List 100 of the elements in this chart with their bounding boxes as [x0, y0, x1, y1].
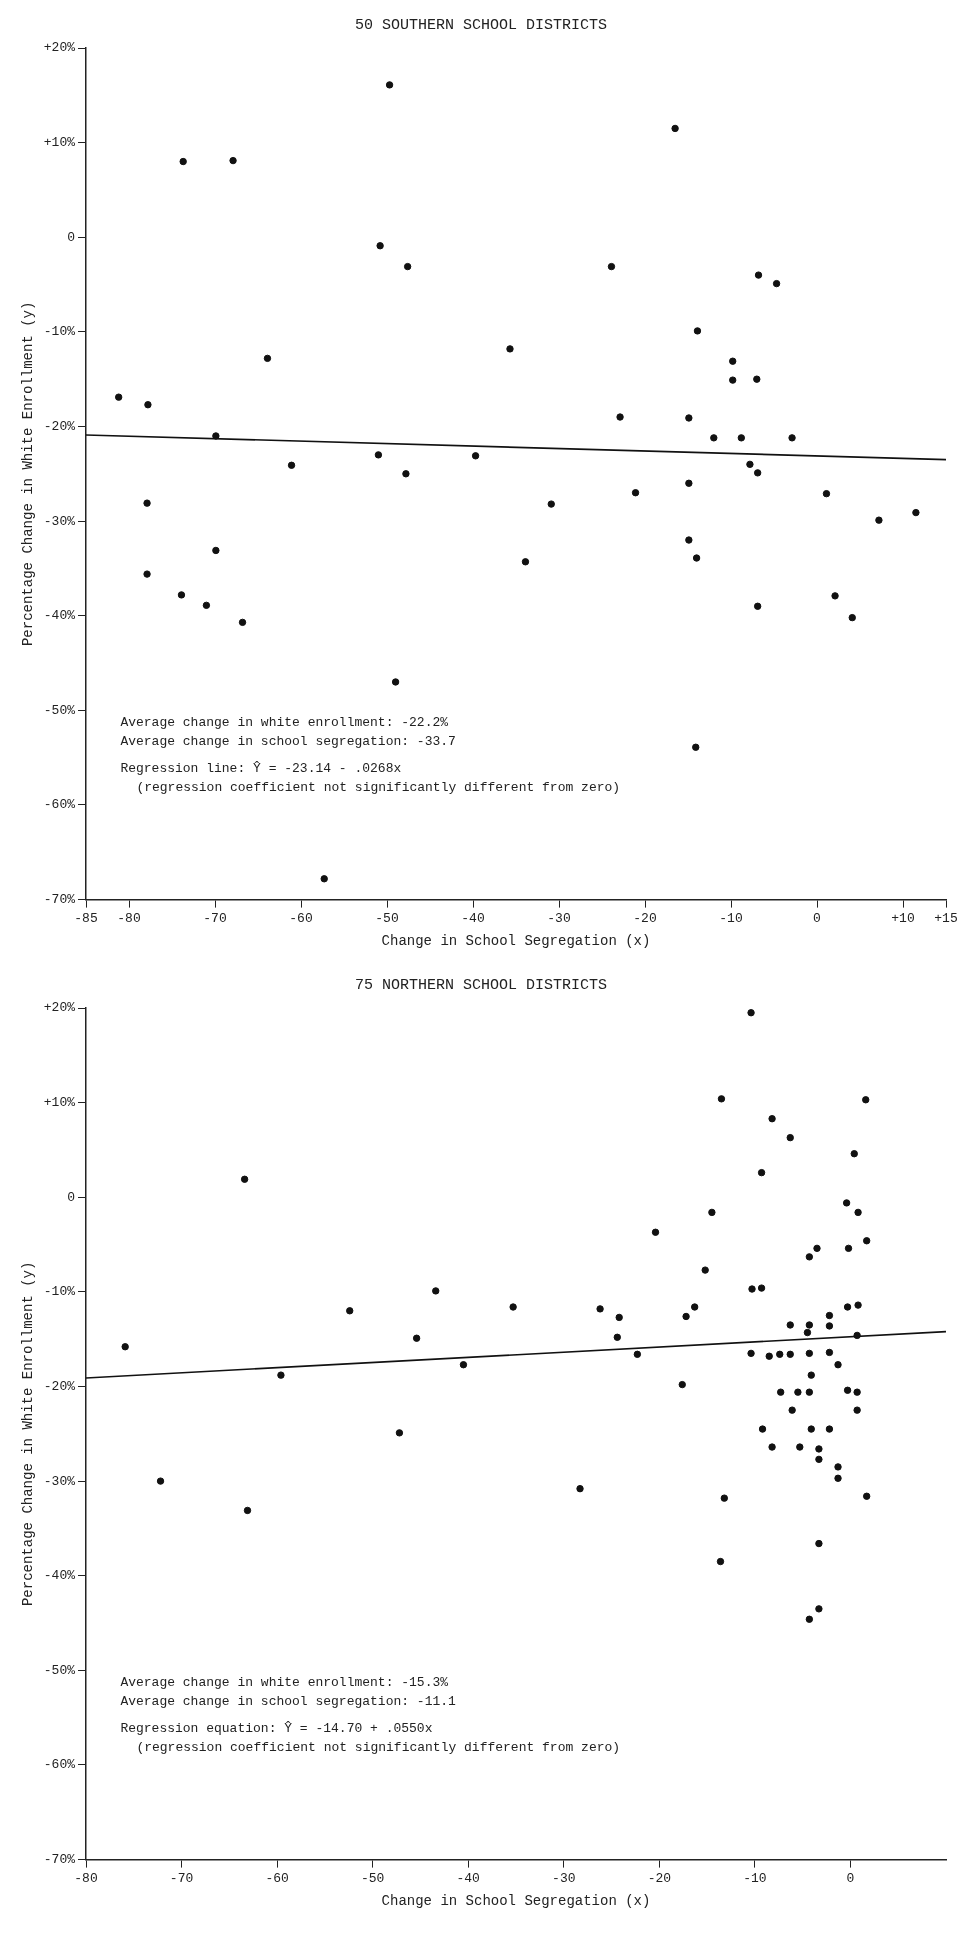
point [391, 678, 400, 686]
y-tick-label: +10% [43, 1095, 76, 1111]
y-tick-label: +10% [43, 135, 76, 151]
point [753, 375, 761, 383]
x-tick-label: -60 [265, 1870, 289, 1886]
point [685, 414, 693, 422]
y-tick-label: -50% [43, 1662, 76, 1678]
x-tick-label: +10 [891, 910, 915, 926]
point [693, 327, 702, 335]
point [179, 157, 187, 166]
point [729, 357, 737, 365]
point [212, 432, 220, 440]
point [692, 743, 700, 751]
point [263, 354, 272, 363]
y-tick-label: +20% [43, 1000, 76, 1016]
y-tick-label: -20% [43, 418, 76, 434]
point [710, 434, 718, 442]
annotation: (regression coefficient not significantly different from zero) [136, 780, 621, 796]
point [212, 546, 220, 555]
x-tick-label: 0 [813, 910, 821, 926]
point [402, 470, 410, 478]
annotation: Regression line: Ŷ = -23.14 - .0268x [120, 761, 402, 777]
point [607, 262, 616, 271]
x-tick-label: -80 [74, 1870, 98, 1886]
point [737, 434, 746, 442]
point [729, 376, 737, 384]
point [912, 508, 920, 517]
annotation: Average change in school segregation: -11.1 [120, 1694, 457, 1710]
point [376, 242, 384, 250]
x-tick-label: -30 [552, 1870, 576, 1886]
annotation: Regression equation: Ŷ = -14.70 + .0550x [120, 1721, 433, 1737]
x-tick-label: -50 [375, 910, 399, 926]
point [754, 271, 763, 279]
point [616, 413, 624, 421]
point [238, 618, 247, 627]
y-tick-label: -40% [43, 608, 76, 624]
point [403, 262, 412, 271]
point [143, 499, 151, 507]
y-tick-label: 0 [67, 229, 76, 245]
y-tick-label: +20% [43, 40, 76, 56]
x-axis-title: Change in School Segregation (x) [381, 1893, 651, 1910]
x-tick-label: -60 [289, 910, 313, 926]
y-axis-title: Percentage Change in White Enrollment (y) [20, 301, 37, 647]
point [848, 613, 856, 622]
point [144, 401, 152, 409]
x-tick-label: -70 [203, 910, 227, 926]
point [229, 156, 237, 165]
y-tick-label: -60% [43, 797, 76, 813]
x-tick-label: -30 [547, 910, 571, 926]
y-tick-label: -10% [43, 324, 76, 340]
annotation: (regression coefficient not significantly different from zero) [136, 1740, 621, 1756]
y-tick-label: -30% [43, 1473, 76, 1489]
y-tick-label: -60% [43, 1757, 76, 1773]
x-tick-label: -80 [117, 910, 141, 926]
point [831, 592, 839, 600]
point [547, 500, 555, 508]
annotation: Average change in school segregation: -33.7 [120, 734, 456, 750]
y-tick-label: -20% [43, 1378, 76, 1394]
point [521, 558, 530, 566]
x-tick-label: -10 [743, 1870, 767, 1886]
x-tick-label: -20 [647, 1870, 672, 1886]
y-tick-label: 0 [67, 1189, 76, 1205]
point [320, 875, 328, 883]
point [671, 124, 679, 133]
point [114, 393, 123, 401]
x-axis-title: Change in School Segregation (x) [381, 933, 651, 950]
chart-title: 75 NORTHERN SCHOOL DISTRICTS [354, 976, 608, 994]
x-tick-label: +15 [934, 910, 958, 926]
y-tick-label: -70% [43, 892, 76, 908]
point [753, 469, 762, 477]
point [202, 601, 211, 610]
point [875, 516, 883, 524]
y-tick-label: -30% [43, 513, 76, 529]
point [287, 461, 296, 469]
x-tick-label: -40 [456, 1870, 480, 1886]
point [692, 554, 701, 562]
y-tick-label: -70% [43, 1852, 76, 1868]
x-tick-label: -70 [169, 1870, 194, 1886]
point [788, 434, 796, 442]
chart-title: 50 SOUTHERN SCHOOL DISTRICTS [354, 16, 608, 34]
x-tick-label: -50 [360, 1870, 385, 1886]
y-tick-label: -10% [43, 1284, 76, 1300]
x-tick-label: 0 [846, 1870, 855, 1886]
point [772, 279, 781, 288]
y-axis-title: Percentage Change in White Enrollment (y) [20, 1261, 37, 1607]
x-tick-label: -85 [74, 910, 98, 926]
y-tick-label: -50% [43, 702, 76, 718]
point [506, 345, 514, 353]
point [746, 460, 754, 469]
point [685, 536, 693, 544]
x-tick-label: -10 [719, 910, 743, 926]
x-tick-label: -20 [633, 910, 657, 926]
y-tick-label: -40% [43, 1568, 76, 1584]
annotation: Average change in white enrollment: -15.3% [120, 1675, 449, 1691]
point [143, 570, 151, 578]
point [374, 451, 383, 459]
point [471, 452, 480, 460]
annotation: Average change in white enrollment: -22.2% [120, 715, 449, 731]
point [822, 489, 831, 498]
point [385, 81, 394, 89]
